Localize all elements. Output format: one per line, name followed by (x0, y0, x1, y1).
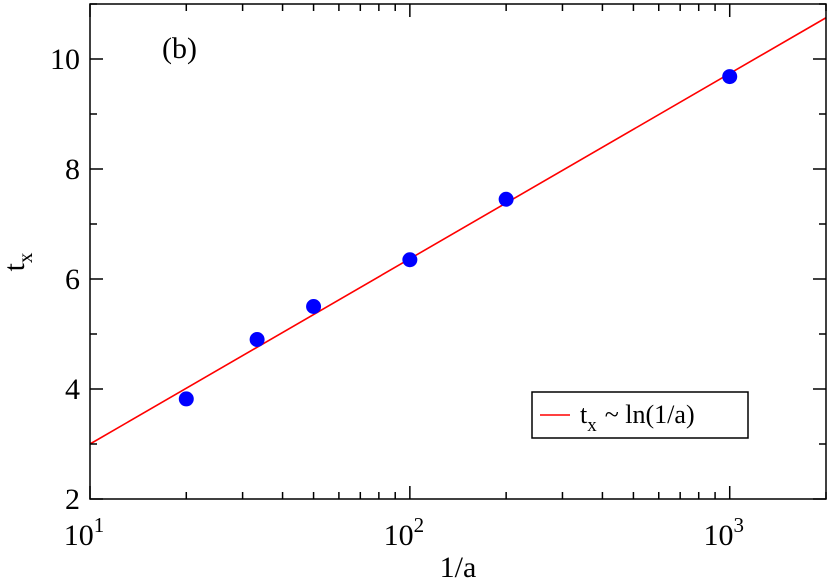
data-point (178, 391, 194, 407)
plot-frame (89, 3, 827, 500)
legend-label: tx ~ ln(1/a) (580, 400, 695, 436)
x-tick-label: 102 (384, 513, 425, 552)
y-tick-label: 10 (50, 43, 80, 76)
data-point (249, 332, 265, 347)
axis-ticks (89, 3, 827, 500)
data-point (402, 252, 418, 268)
panel-label: (b) (162, 32, 197, 65)
x-tick-label: 103 (703, 513, 744, 552)
plot-series (89, 17, 827, 445)
axis-tick-labels: 101 102 103 2 4 6 8 10 (50, 43, 744, 552)
y-axis-label-sub: x (13, 252, 37, 263)
data-point (498, 191, 514, 207)
y-tick-label: 2 (65, 483, 80, 516)
legend: tx ~ ln(1/a) (531, 391, 749, 439)
x-axis-label: 1/a (440, 551, 477, 580)
y-tick-label: 8 (65, 153, 80, 186)
y-tick-label: 4 (65, 373, 80, 406)
svg-text:tx: tx (0, 252, 37, 271)
y-axis-label-base: t (0, 262, 31, 271)
y-tick-label: 6 (65, 263, 80, 296)
fit-line (89, 17, 827, 445)
y-axis-label: tx (0, 252, 37, 271)
data-point (306, 299, 322, 314)
data-point (722, 69, 738, 85)
x-tick-label: 101 (64, 513, 105, 552)
